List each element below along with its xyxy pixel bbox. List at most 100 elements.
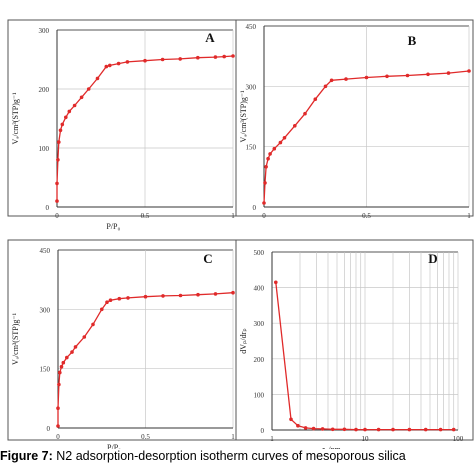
y-tick-label: 300 <box>40 306 51 314</box>
panel-label: B <box>408 33 417 48</box>
data-point <box>100 307 104 312</box>
y-axis-label: dVₚ/drₚ <box>239 328 248 354</box>
panel-frame <box>235 19 474 217</box>
y-tick-label: 450 <box>40 247 51 255</box>
data-point <box>116 61 121 66</box>
data-point <box>407 427 412 432</box>
data-point <box>108 298 113 303</box>
y-tick-label: 200 <box>254 356 265 364</box>
data-point <box>95 76 100 81</box>
data-point <box>160 57 165 62</box>
y-tick-label: 300 <box>254 320 265 328</box>
data-point <box>268 152 272 156</box>
data-point <box>320 427 325 431</box>
data-point <box>56 424 60 428</box>
x-tick-label: 1 <box>231 433 235 441</box>
figure-caption: Figure 7: N2 adsorption-desorption isoth… <box>0 449 474 467</box>
data-point <box>354 427 358 432</box>
x-tick-label: 1 <box>231 212 235 220</box>
y-tick-label: 150 <box>246 144 257 152</box>
data-point <box>363 427 367 432</box>
data-point <box>104 64 109 69</box>
x-tick-label: 100 <box>453 435 464 443</box>
y-tick-label: 0 <box>46 204 50 212</box>
panel-frame <box>235 239 474 441</box>
data-point <box>446 71 451 75</box>
panel-label: A <box>205 30 215 45</box>
data-point <box>329 78 334 83</box>
panel-label: D <box>428 251 437 266</box>
data-point <box>79 95 84 100</box>
x-tick-label: 0 <box>262 212 266 220</box>
data-point <box>57 382 61 387</box>
data-point <box>266 156 270 161</box>
data-point <box>125 60 130 64</box>
data-point <box>385 74 389 79</box>
data-point <box>143 58 147 63</box>
data-point <box>178 293 183 298</box>
y-axis-label: Vₐ/cm³(STP)g⁻¹ <box>11 312 20 365</box>
data-point <box>58 128 63 133</box>
data-point <box>86 87 91 91</box>
y-tick-label: 0 <box>47 425 51 433</box>
data-point <box>264 165 268 169</box>
data-point <box>143 294 148 299</box>
data-point <box>55 199 59 203</box>
data-point <box>344 77 348 81</box>
data-point <box>231 54 235 58</box>
data-point <box>213 55 218 59</box>
data-point <box>117 296 122 301</box>
data-point <box>323 84 328 89</box>
data-point <box>91 322 95 327</box>
panel-label: C <box>203 251 212 266</box>
x-tick-label: 1 <box>270 435 274 443</box>
data-point <box>423 427 428 432</box>
y-tick-label: 100 <box>39 145 50 153</box>
data-point <box>405 73 410 78</box>
data-point <box>82 335 87 339</box>
chart-panel-b: 0 150 300 450 0 0.5 1 Vₐ/cm³(STP)g⁻¹ B <box>235 19 474 220</box>
data-point <box>222 54 226 59</box>
y-tick-label: 500 <box>254 249 265 257</box>
data-point <box>67 109 72 114</box>
data-point <box>303 111 307 116</box>
data-point <box>282 136 287 140</box>
data-point <box>72 103 77 108</box>
y-tick-label: 450 <box>246 23 257 31</box>
panel-frame <box>7 19 237 217</box>
chart-panel-a: 0 100 200 300 0 0.5 1 P/P₀ Vₐ/cm³(STP)g⁻¹ A <box>7 19 237 231</box>
y-tick-label: 0 <box>261 427 265 435</box>
data-point <box>289 417 293 422</box>
y-tick-label: 200 <box>39 86 50 94</box>
x-tick-label: 0 <box>56 433 60 441</box>
data-point <box>196 292 200 297</box>
data-point <box>108 63 112 68</box>
data-point <box>451 427 456 432</box>
data-point <box>364 75 369 80</box>
data-point <box>178 57 182 61</box>
data-point <box>263 181 267 185</box>
chart-panel-c: 0 150 300 450 0 0.5 1 P/P₀ Vₐ/cm³(STP)g⁻¹ C <box>7 239 237 452</box>
data-point <box>58 370 62 375</box>
y-axis-label: Vₐ/cm³(STP)g⁻¹ <box>11 92 20 145</box>
data-point <box>161 294 165 298</box>
data-point <box>376 427 381 432</box>
data-point <box>438 427 443 432</box>
caption-text: N2 adsorption-desorption isotherm curves… <box>56 449 406 463</box>
data-point <box>231 290 235 295</box>
data-point <box>313 97 318 101</box>
data-point <box>59 364 64 369</box>
data-point <box>391 427 395 432</box>
data-point <box>196 55 200 60</box>
data-point <box>70 350 74 354</box>
data-point <box>311 426 316 431</box>
data-point <box>65 355 69 360</box>
x-tick-label: 1 <box>467 212 471 220</box>
data-point <box>296 423 300 428</box>
data-point <box>64 115 68 120</box>
data-point <box>274 280 278 285</box>
data-point <box>57 140 61 144</box>
caption-label: Figure 7: <box>0 449 53 463</box>
panel-frame <box>7 239 237 441</box>
